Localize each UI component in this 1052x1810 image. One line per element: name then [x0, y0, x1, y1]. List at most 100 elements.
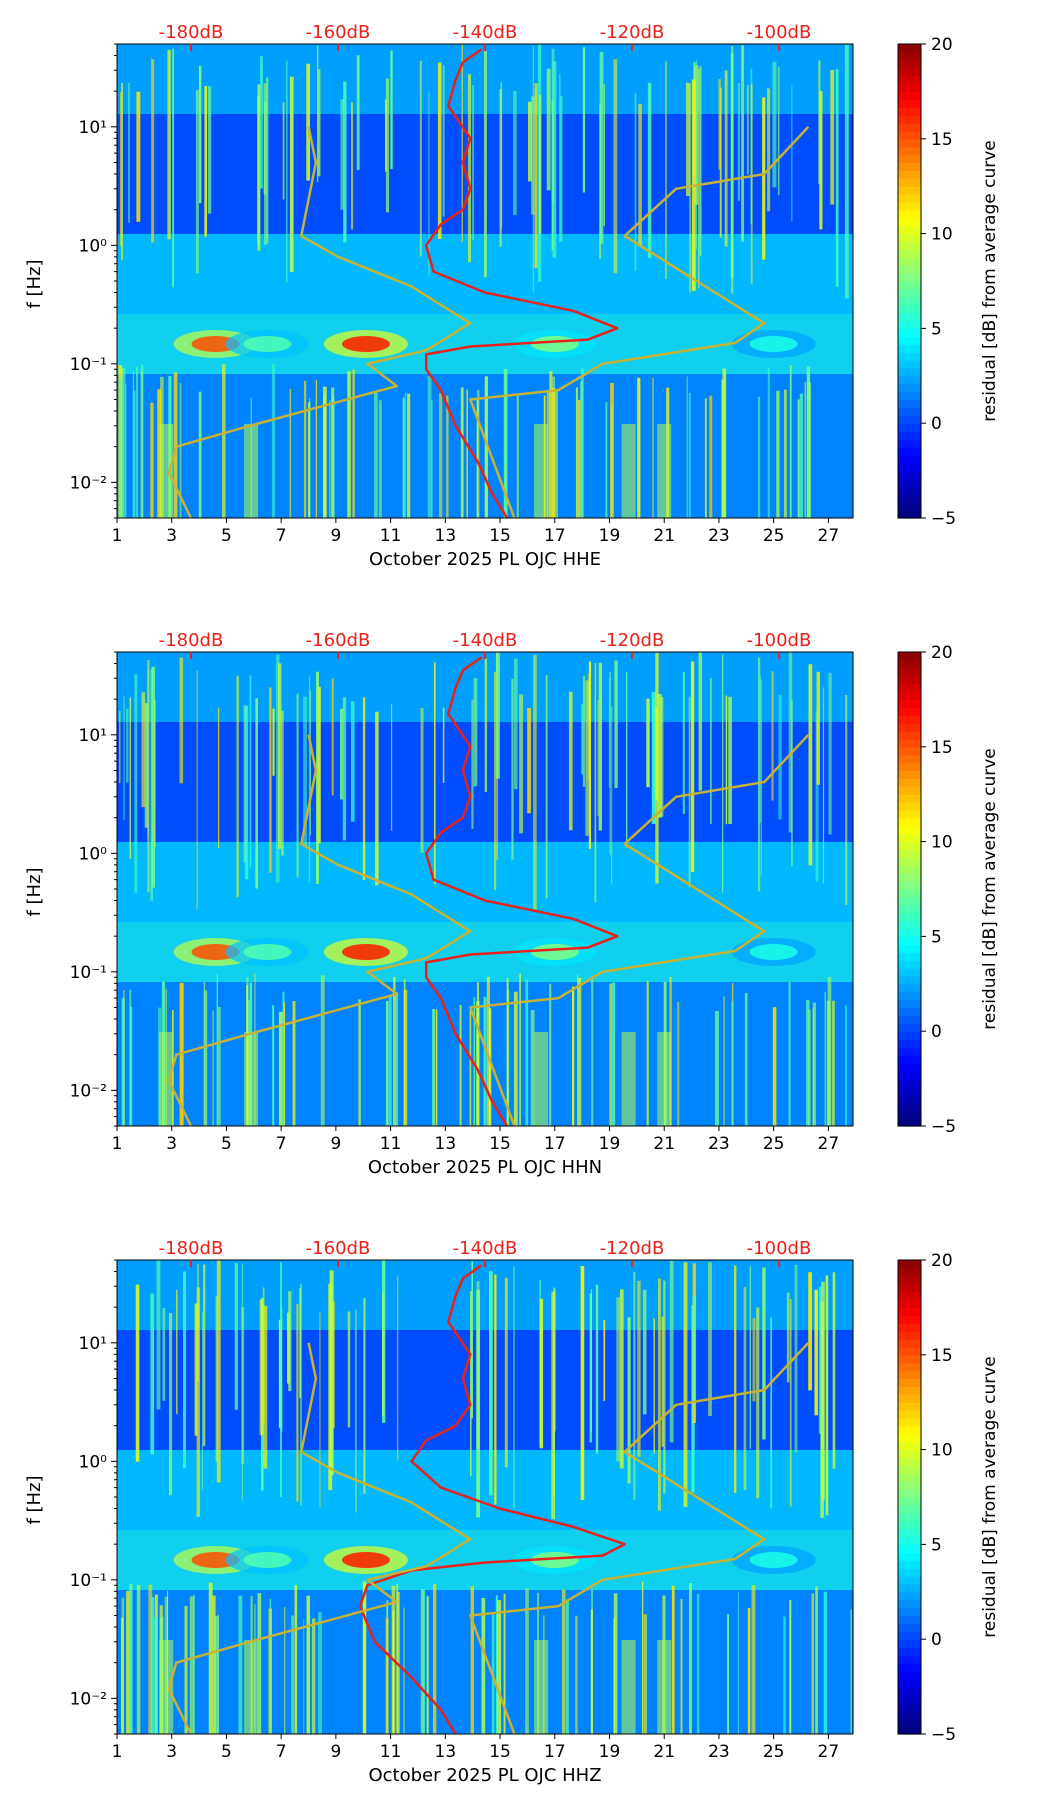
curve-3	[469, 125, 810, 519]
colorbar-tick-label: 5	[931, 319, 942, 339]
x-axis-label: October 2025 PL OJC HHZ	[368, 1765, 601, 1786]
y-axis-label: f [Hz]	[24, 259, 45, 308]
curve-2	[167, 126, 472, 519]
y-tick-label: 10⁰	[79, 844, 108, 864]
x-tick-label: 27	[818, 526, 840, 546]
x-tick-label: 13	[435, 1742, 457, 1762]
db-tick-label: -120dB	[600, 22, 665, 43]
x-tick-label: 5	[221, 526, 232, 546]
colorbar: −5 0 5 10 15 20 residual [dB] from average cur…	[897, 1251, 1000, 1745]
x-tick-label: 11	[380, 526, 402, 546]
x-tick-label: 11	[380, 1134, 402, 1154]
x-tick-label: 1	[112, 526, 123, 546]
colorbar-tick-label: 0	[931, 414, 942, 434]
curve-3	[469, 733, 810, 1127]
x-tick-label: 25	[763, 1742, 785, 1762]
db-tick-label: -100dB	[747, 22, 812, 43]
x-tick-label: 3	[166, 1134, 177, 1154]
db-tick-label: -180dB	[159, 22, 224, 43]
y-tick-label: 10⁰	[79, 1452, 108, 1472]
curve-1	[358, 1264, 626, 1735]
x-tick-label: 15	[489, 1742, 511, 1762]
x-tick-label: 15	[489, 526, 511, 546]
x-tick-label: 13	[435, 1134, 457, 1154]
colorbar-label: residual [dB] from average curve	[980, 1356, 1000, 1637]
y-axis-label: f [Hz]	[24, 1475, 45, 1524]
db-tick-label: -100dB	[747, 1238, 812, 1259]
x-tick-label: 7	[276, 1134, 287, 1154]
colorbar-tick-label: −5	[931, 509, 956, 529]
spectrogram-image	[117, 44, 853, 518]
x-tick-label: 7	[276, 526, 287, 546]
y-tick-label: 10⁻²	[70, 1689, 107, 1709]
x-tick-label: 25	[763, 526, 785, 546]
x-tick-label: 21	[653, 1134, 675, 1154]
x-tick-label: 27	[818, 1742, 840, 1762]
x-tick-label: 11	[380, 1742, 402, 1762]
colorbar-tick-label: 10	[931, 1441, 953, 1461]
colorbar-tick-label: 5	[931, 1535, 942, 1555]
colorbar-tick-label: 15	[931, 130, 953, 150]
x-tick-label: 27	[818, 1134, 840, 1154]
x-tick-label: 15	[489, 1134, 511, 1154]
colorbar-tick-label: 20	[931, 35, 953, 55]
y-tick-label: 10¹	[79, 118, 107, 138]
db-tick-label: -100dB	[747, 630, 812, 651]
x-tick-label: 17	[544, 526, 566, 546]
colorbar-tick-label: 15	[931, 738, 953, 758]
curve-3	[469, 1341, 810, 1735]
x-tick-label: 5	[221, 1742, 232, 1762]
x-tick-label: 13	[435, 526, 457, 546]
x-tick-label: 1	[112, 1742, 123, 1762]
colorbar-tick-label: 10	[931, 833, 953, 853]
curve-1	[424, 48, 619, 519]
colorbar-tick-label: −5	[931, 1725, 956, 1745]
x-tick-label: 23	[708, 1134, 730, 1154]
x-tick-label: 17	[544, 1134, 566, 1154]
colorbar-tick-label: −5	[931, 1117, 956, 1137]
curve-1	[424, 656, 619, 1127]
y-axis-label: f [Hz]	[24, 867, 45, 916]
y-tick-label: 10⁰	[79, 236, 108, 256]
db-tick-label: -140dB	[453, 630, 518, 651]
x-tick-label: 9	[330, 1134, 341, 1154]
y-tick-label: 10¹	[79, 726, 107, 746]
x-tick-label: 19	[599, 526, 621, 546]
x-tick-label: 1	[112, 1134, 123, 1154]
colorbar-tick-label: 0	[931, 1022, 942, 1042]
colorbar-tick-label: 15	[931, 1346, 953, 1366]
db-tick-label: -160dB	[306, 22, 371, 43]
db-tick-label: -120dB	[600, 630, 665, 651]
x-tick-label: 3	[166, 526, 177, 546]
x-tick-label: 17	[544, 1742, 566, 1762]
x-tick-label: 21	[653, 526, 675, 546]
colorbar-tick-label: 20	[931, 643, 953, 663]
x-tick-label: 23	[708, 526, 730, 546]
curve-2	[167, 734, 472, 1127]
x-tick-label: 25	[763, 1134, 785, 1154]
db-tick-label: -140dB	[453, 22, 518, 43]
x-tick-label: 21	[653, 1742, 675, 1762]
x-axis-label: October 2025 PL OJC HHE	[369, 549, 601, 570]
db-tick-label: -180dB	[159, 630, 224, 651]
db-tick-label: -180dB	[159, 1238, 224, 1259]
y-tick-label: 10⁻¹	[70, 1571, 107, 1591]
colorbar-tick-label: 10	[931, 225, 953, 245]
x-tick-label: 9	[330, 526, 341, 546]
db-tick-label: -140dB	[453, 1238, 518, 1259]
y-tick-label: 10⁻²	[70, 1081, 107, 1101]
colorbar: −5 0 5 10 15 20 residual [dB] from average cur…	[897, 643, 1000, 1137]
x-tick-label: 3	[166, 1742, 177, 1762]
x-tick-label: 5	[221, 1134, 232, 1154]
colorbar-label: residual [dB] from average curve	[980, 748, 1000, 1029]
x-axis-label: October 2025 PL OJC HHN	[368, 1157, 602, 1178]
colorbar-tick-label: 20	[931, 1251, 953, 1271]
db-tick-label: -160dB	[306, 1238, 371, 1259]
db-tick-label: -160dB	[306, 630, 371, 651]
spectrogram-image	[117, 652, 853, 1126]
